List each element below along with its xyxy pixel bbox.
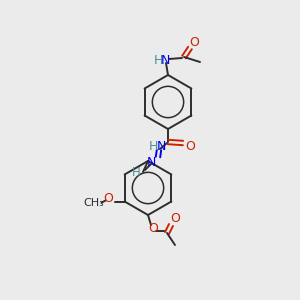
Text: O: O — [189, 35, 199, 49]
Text: N: N — [160, 53, 170, 67]
Text: H: H — [153, 53, 163, 67]
Text: O: O — [148, 221, 158, 235]
Text: H: H — [148, 140, 158, 154]
Text: H: H — [132, 167, 140, 179]
Text: O: O — [104, 192, 114, 205]
Text: O: O — [185, 140, 195, 152]
Text: N: N — [146, 155, 156, 169]
Text: CH₃: CH₃ — [83, 197, 104, 208]
Text: O: O — [170, 212, 180, 226]
Text: N: N — [156, 140, 166, 154]
